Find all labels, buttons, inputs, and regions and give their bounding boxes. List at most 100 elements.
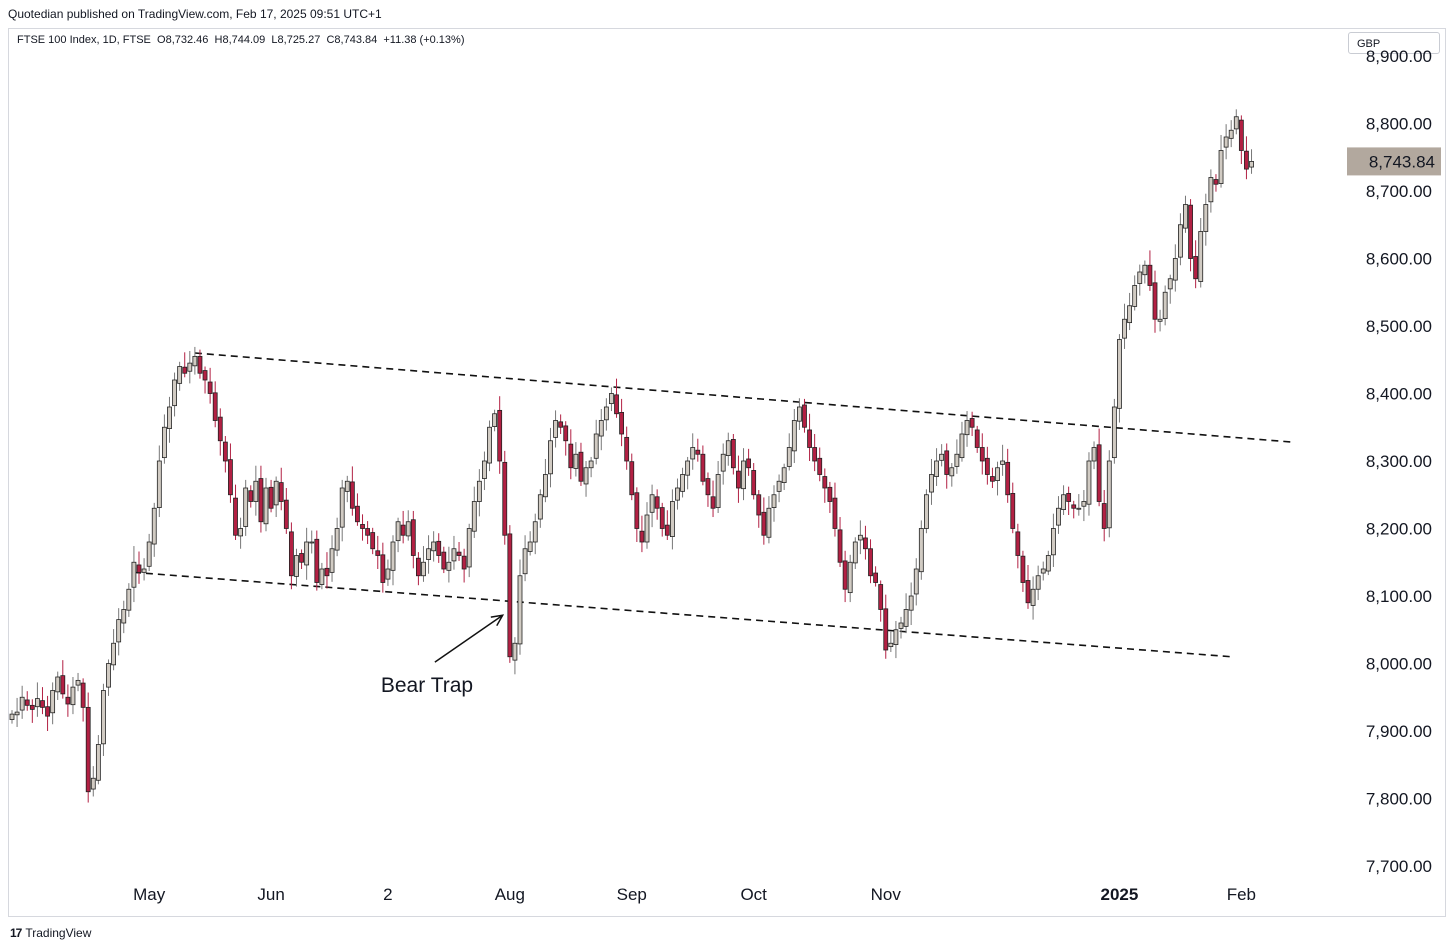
candle (415, 552, 421, 586)
candle (553, 410, 558, 448)
candle (55, 671, 61, 700)
candle (1142, 260, 1148, 284)
candle (1132, 275, 1138, 311)
candle (304, 527, 310, 580)
candle (35, 682, 40, 717)
candle (172, 372, 177, 417)
candle (995, 461, 1000, 496)
candle (1045, 550, 1051, 576)
currency-label: GBP (1357, 38, 1381, 50)
candle (583, 461, 589, 497)
currency-selector[interactable]: GBP (1348, 32, 1440, 54)
candle (847, 554, 853, 603)
candle (934, 448, 939, 486)
trendline[interactable] (133, 571, 1232, 658)
candle (19, 685, 25, 719)
candle (410, 510, 416, 569)
candle (238, 517, 244, 549)
candle (248, 485, 254, 508)
candle (588, 456, 594, 478)
candle (456, 542, 462, 561)
candle (949, 463, 955, 487)
candle (812, 434, 818, 472)
candle (324, 552, 330, 589)
candle (1218, 134, 1224, 188)
candle (207, 367, 213, 404)
candle (537, 489, 543, 528)
candle (294, 548, 299, 587)
x-tick-label: Oct (740, 885, 767, 904)
candle (101, 683, 106, 756)
y-tick-label: 8,300.00 (1366, 452, 1432, 471)
candle (50, 682, 56, 725)
y-tick-label: 7,900.00 (1366, 722, 1432, 741)
candle (1071, 500, 1077, 519)
candle (1162, 285, 1168, 326)
candle (1157, 309, 1163, 332)
candle (924, 489, 929, 534)
candle (1198, 218, 1204, 288)
candle (136, 551, 142, 584)
candle (228, 443, 233, 503)
candle (471, 486, 477, 538)
candle (355, 493, 360, 526)
candle (492, 409, 498, 432)
candle (9, 710, 15, 724)
candle (659, 502, 665, 537)
candle (29, 699, 35, 723)
candle (283, 488, 289, 534)
candle (1096, 428, 1102, 507)
candle (65, 684, 71, 717)
candle (827, 481, 833, 513)
candle (670, 489, 675, 550)
x-tick-label: Jun (257, 885, 284, 904)
candle (893, 620, 899, 659)
candle (344, 475, 350, 503)
candle (1249, 149, 1254, 174)
candle (360, 514, 365, 541)
candle (106, 659, 111, 696)
candle (111, 629, 116, 671)
candle (1030, 576, 1036, 620)
candle (929, 458, 934, 505)
x-tick-label: Feb (1227, 885, 1256, 904)
candle (1188, 199, 1193, 272)
candle (400, 510, 406, 544)
candle (720, 443, 726, 485)
candle (802, 398, 807, 433)
candle (461, 548, 467, 583)
candle (522, 535, 528, 582)
candle (349, 466, 355, 516)
candle (598, 409, 604, 451)
legend-close: C8,743.84 (326, 34, 378, 46)
candle (908, 582, 914, 626)
x-tick-label: Aug (495, 885, 525, 904)
candle (60, 660, 66, 699)
candle (365, 521, 371, 545)
chart-frame (8, 28, 1446, 917)
candle (918, 520, 924, 580)
candle (649, 484, 655, 528)
candle (766, 496, 772, 544)
candle (1025, 564, 1031, 609)
candle (334, 517, 340, 557)
candle (187, 350, 193, 384)
candle (771, 485, 777, 522)
candle (243, 479, 249, 536)
candle (1005, 448, 1011, 503)
candle (1244, 136, 1249, 180)
trendline[interactable] (194, 352, 1293, 443)
candle (822, 468, 828, 503)
candle (314, 530, 320, 591)
candle (517, 559, 523, 655)
candle (95, 735, 101, 785)
candle (680, 467, 685, 498)
candle (1015, 523, 1021, 569)
x-tick-label: Sep (617, 885, 647, 904)
y-tick-label: 8,700.00 (1366, 182, 1432, 201)
candle (619, 398, 624, 447)
last-price-badge: 8,743.84 (1347, 147, 1441, 176)
candle (979, 433, 985, 475)
tradingview-logo-icon: 17 (10, 926, 22, 940)
